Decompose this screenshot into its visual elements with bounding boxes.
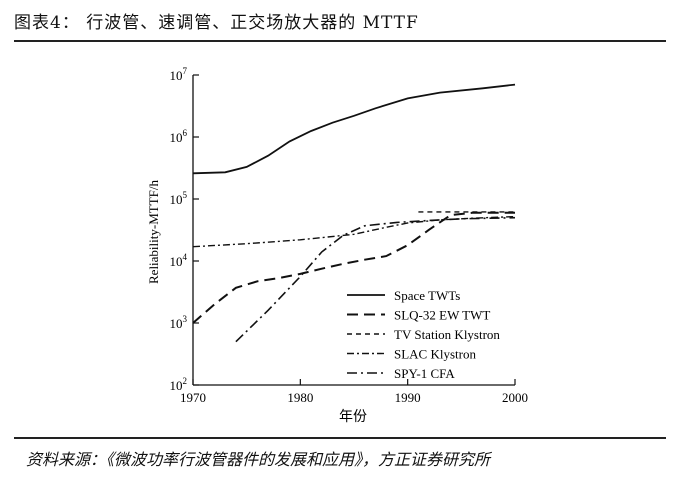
figure-title: 图表4： 行波管、速调管、正交场放大器的 MTTF bbox=[14, 13, 419, 33]
x-tick-label: 1990 bbox=[395, 390, 421, 405]
legend-label: SLAC Klystron bbox=[394, 347, 476, 362]
x-tick-label: 1980 bbox=[287, 390, 313, 405]
legend-label: SPY-1 CFA bbox=[394, 366, 455, 381]
x-tick-label: 1970 bbox=[180, 390, 206, 405]
chart-axes bbox=[192, 75, 515, 386]
chart-series bbox=[192, 83, 516, 343]
legend-label: TV Station Klystron bbox=[394, 327, 500, 342]
chart-legend: Space TWTs SLQ-32 EW TWT TV Station Klystr… bbox=[347, 288, 500, 381]
series-line-4 bbox=[235, 216, 516, 343]
x-tick-label: 2000 bbox=[502, 390, 528, 405]
source-rule bbox=[14, 437, 666, 439]
title-rule bbox=[14, 40, 666, 42]
chart-ticks: 1970 1980 1990 2000 102 103 104 105 106 107 bbox=[170, 66, 529, 405]
y-tick-label: 106 bbox=[170, 128, 188, 145]
series-line-0 bbox=[192, 83, 516, 175]
legend-label: SLQ-32 EW TWT bbox=[394, 308, 490, 323]
x-axis-label: 年份 bbox=[339, 409, 367, 425]
y-tick-label: 104 bbox=[170, 252, 188, 269]
series-line-1 bbox=[192, 211, 515, 324]
y-tick-label: 107 bbox=[170, 66, 188, 83]
series-line-3 bbox=[192, 215, 516, 248]
y-tick-label: 105 bbox=[170, 190, 188, 207]
y-axis-label: Reliability-MTTF/h bbox=[146, 180, 161, 284]
y-tick-label: 102 bbox=[170, 376, 188, 393]
y-tick-label: 103 bbox=[170, 314, 188, 331]
legend-label: Space TWTs bbox=[394, 288, 460, 303]
source-note: 资料来源：《微波功率行波管器件的发展和应用》，方正证券研究所 bbox=[26, 450, 491, 469]
